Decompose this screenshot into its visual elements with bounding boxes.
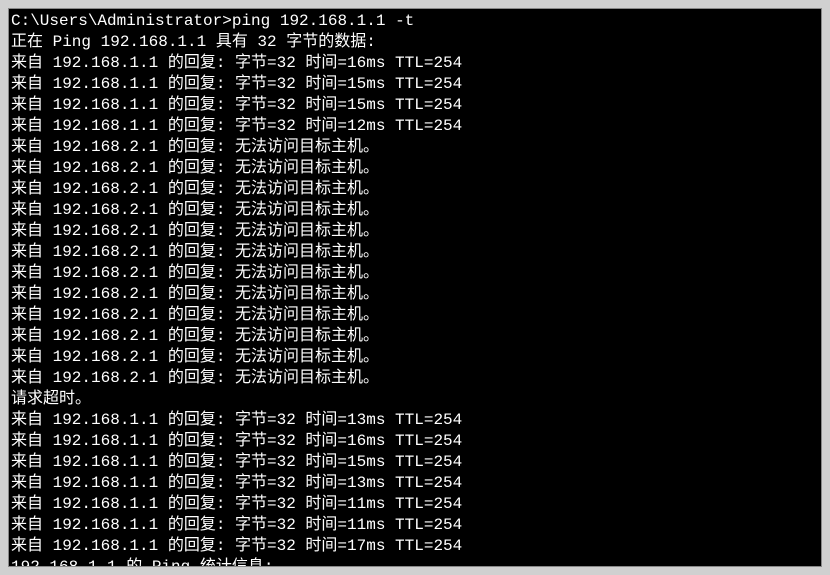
ping-timeout: 请求超时。: [11, 389, 819, 410]
ping-unreachable: 来自 192.168.2.1 的回复: 无法访问目标主机。: [11, 347, 819, 368]
ping-unreachable: 来自 192.168.2.1 的回复: 无法访问目标主机。: [11, 284, 819, 305]
stats-header: 192.168.1.1 的 Ping 统计信息:: [11, 557, 819, 567]
ping-unreachable: 来自 192.168.2.1 的回复: 无法访问目标主机。: [11, 368, 819, 389]
ping-reply: 来自 192.168.1.1 的回复: 字节=32 时间=15ms TTL=25…: [11, 95, 819, 116]
prompt-line: C:\Users\Administrator>ping 192.168.1.1 …: [11, 11, 819, 32]
ping-reply: 来自 192.168.1.1 的回复: 字节=32 时间=12ms TTL=25…: [11, 116, 819, 137]
ping-unreachable: 来自 192.168.2.1 的回复: 无法访问目标主机。: [11, 305, 819, 326]
ping-unreachable: 来自 192.168.2.1 的回复: 无法访问目标主机。: [11, 200, 819, 221]
ping-reply: 来自 192.168.1.1 的回复: 字节=32 时间=11ms TTL=25…: [11, 494, 819, 515]
ping-reply: 来自 192.168.1.1 的回复: 字节=32 时间=15ms TTL=25…: [11, 74, 819, 95]
ping-reply: 来自 192.168.1.1 的回复: 字节=32 时间=17ms TTL=25…: [11, 536, 819, 557]
ping-reply: 来自 192.168.1.1 的回复: 字节=32 时间=11ms TTL=25…: [11, 515, 819, 536]
ping-reply: 来自 192.168.1.1 的回复: 字节=32 时间=16ms TTL=25…: [11, 53, 819, 74]
ping-reply: 来自 192.168.1.1 的回复: 字节=32 时间=13ms TTL=25…: [11, 473, 819, 494]
ping-reply: 来自 192.168.1.1 的回复: 字节=32 时间=13ms TTL=25…: [11, 410, 819, 431]
ping-unreachable: 来自 192.168.2.1 的回复: 无法访问目标主机。: [11, 326, 819, 347]
ping-unreachable: 来自 192.168.2.1 的回复: 无法访问目标主机。: [11, 221, 819, 242]
ping-unreachable: 来自 192.168.2.1 的回复: 无法访问目标主机。: [11, 137, 819, 158]
ping-reply: 来自 192.168.1.1 的回复: 字节=32 时间=15ms TTL=25…: [11, 452, 819, 473]
terminal-output: C:\Users\Administrator>ping 192.168.1.1 …: [8, 8, 822, 567]
ping-unreachable: 来自 192.168.2.1 的回复: 无法访问目标主机。: [11, 242, 819, 263]
ping-unreachable: 来自 192.168.2.1 的回复: 无法访问目标主机。: [11, 263, 819, 284]
ping-reply: 来自 192.168.1.1 的回复: 字节=32 时间=16ms TTL=25…: [11, 431, 819, 452]
ping-unreachable: 来自 192.168.2.1 的回复: 无法访问目标主机。: [11, 179, 819, 200]
ping-header: 正在 Ping 192.168.1.1 具有 32 字节的数据:: [11, 32, 819, 53]
ping-unreachable: 来自 192.168.2.1 的回复: 无法访问目标主机。: [11, 158, 819, 179]
